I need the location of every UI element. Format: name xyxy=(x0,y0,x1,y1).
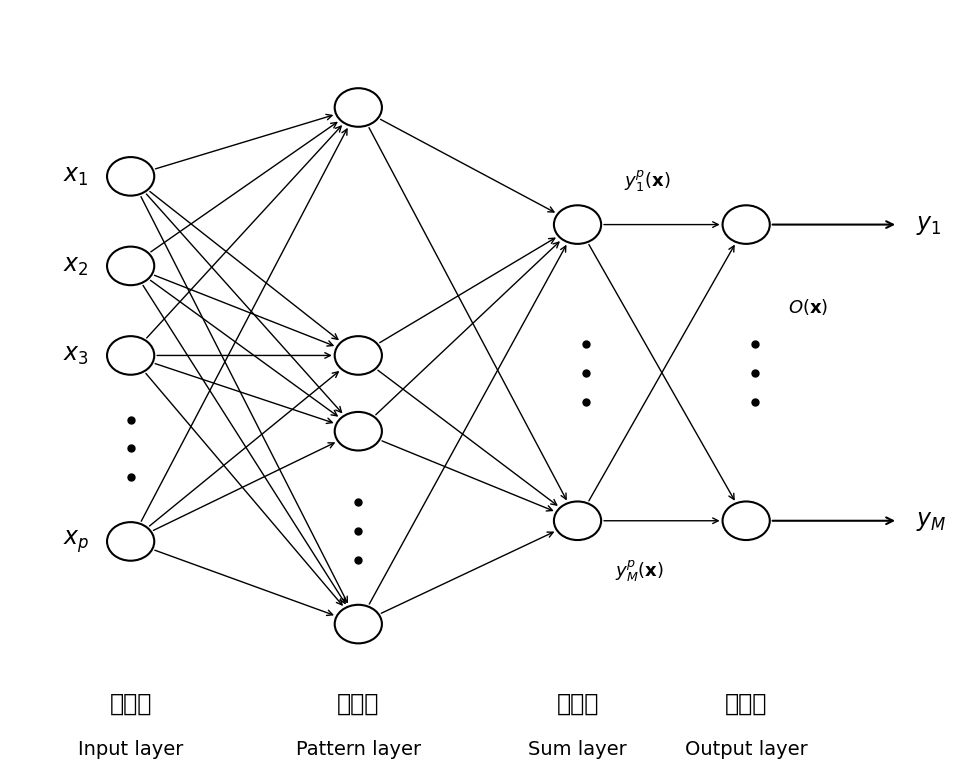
Circle shape xyxy=(106,247,154,285)
Circle shape xyxy=(334,412,382,450)
Text: 输出层: 输出层 xyxy=(724,691,767,715)
Circle shape xyxy=(106,522,154,561)
Text: $y_M^p(\mathbf{x})$: $y_M^p(\mathbf{x})$ xyxy=(615,558,663,584)
Text: Output layer: Output layer xyxy=(684,740,807,759)
Text: Pattern layer: Pattern layer xyxy=(295,740,420,759)
Text: 输入层: 输入层 xyxy=(109,691,151,715)
Text: $y_1^p(\mathbf{x})$: $y_1^p(\mathbf{x})$ xyxy=(623,169,669,194)
Text: $x_p$: $x_p$ xyxy=(63,528,89,555)
Text: $x_2$: $x_2$ xyxy=(64,254,89,278)
Circle shape xyxy=(553,502,601,540)
Text: $y_M$: $y_M$ xyxy=(915,509,946,533)
Text: $y_1$: $y_1$ xyxy=(915,213,941,237)
Text: $x_1$: $x_1$ xyxy=(64,165,89,188)
Text: 模式层: 模式层 xyxy=(337,691,379,715)
Text: $x_3$: $x_3$ xyxy=(63,343,89,368)
Text: Input layer: Input layer xyxy=(78,740,183,759)
Circle shape xyxy=(553,205,601,244)
Circle shape xyxy=(722,502,769,540)
Circle shape xyxy=(106,336,154,375)
Circle shape xyxy=(106,157,154,195)
Text: $O(\mathbf{x})$: $O(\mathbf{x})$ xyxy=(787,297,828,317)
Text: Sum layer: Sum layer xyxy=(528,740,626,759)
Text: 累加层: 累加层 xyxy=(556,691,598,715)
Circle shape xyxy=(722,205,769,244)
Circle shape xyxy=(334,605,382,643)
Circle shape xyxy=(334,336,382,375)
Circle shape xyxy=(334,88,382,126)
